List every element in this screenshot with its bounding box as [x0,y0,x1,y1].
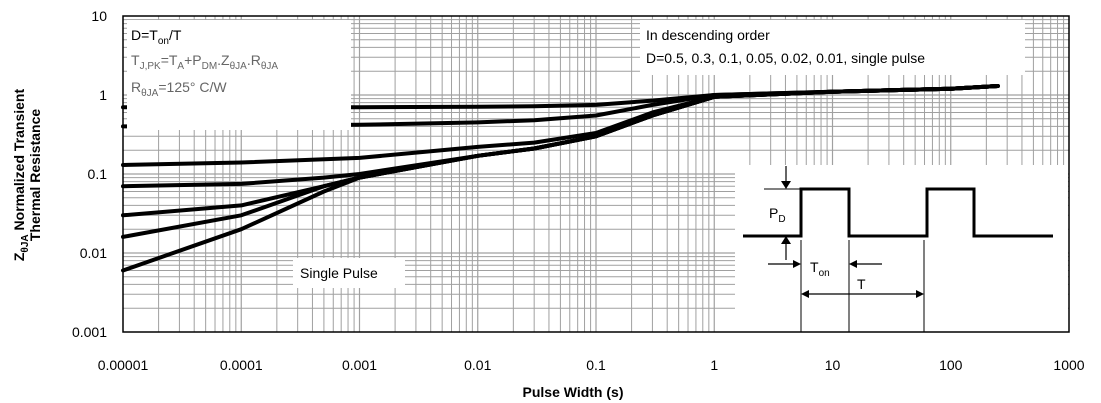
pd-arrowhead-bottom [781,236,791,244]
pulse-inset-box [735,165,1068,332]
ton-label: Ton [810,259,830,279]
period-arrowhead-right [916,290,924,298]
y-axis-label-line1: ZθJA Normalized Transient [11,89,31,262]
thermal-resistance-value: RθJA=125° C/W [131,79,227,99]
ton-arrowhead-right [849,260,857,268]
duty-cycle-formula: D=Ton/T [131,27,182,47]
y-tick-label: 1 [99,87,107,103]
y-axis-label-line2: Thermal Resistance [27,109,43,241]
ton-arrowhead-left [793,260,801,268]
pulse-waveform-diagram: PD Ton T [743,166,1053,332]
order-box [640,20,1025,75]
y-tick-label: 10 [91,8,107,24]
plot-frame [122,15,1070,333]
x-tick-label: 100 [939,357,963,373]
single-pulse-label: Single Pulse [300,265,378,281]
period-label: T [857,276,866,292]
x-axis-label: Pulse Width (s) [523,384,624,400]
pd-arrowhead-top [781,181,791,189]
junction-temp-formula: TJ,PK=TA+PDM.ZθJA.RθJA [131,52,278,72]
formula-box [127,20,351,130]
x-tick-label: 0.01 [464,357,491,373]
series-line-7 [121,84,1000,273]
x-tick-label: 1000 [1053,357,1084,373]
x-tick-label: 0.00001 [98,357,149,373]
pulse-waveform [743,187,1053,238]
curves [121,84,1000,273]
y-tick-label: 0.1 [88,166,108,182]
y-tick-label: 0.001 [72,324,107,340]
x-tick-label: 1 [710,357,718,373]
single-pulse-box [293,258,405,288]
legend-order-title: In descending order [646,27,770,43]
x-tick-label: 0.1 [586,357,606,373]
x-tick-label: 0.0001 [220,357,263,373]
x-tick-label: 10 [825,357,841,373]
pd-label: PD [769,205,786,225]
y-tick-labels: 0.001 0.01 0.1 1 10 [72,8,107,340]
period-arrowhead-left [801,290,809,298]
x-tick-label: 0.001 [342,357,377,373]
legend-order-values: D=0.5, 0.3, 0.1, 0.05, 0.02, 0.01, singl… [646,50,925,66]
y-tick-label: 0.01 [80,245,107,261]
x-tick-labels: 0.00001 0.0001 0.001 0.01 0.1 1 10 100 1000 [98,357,1085,373]
